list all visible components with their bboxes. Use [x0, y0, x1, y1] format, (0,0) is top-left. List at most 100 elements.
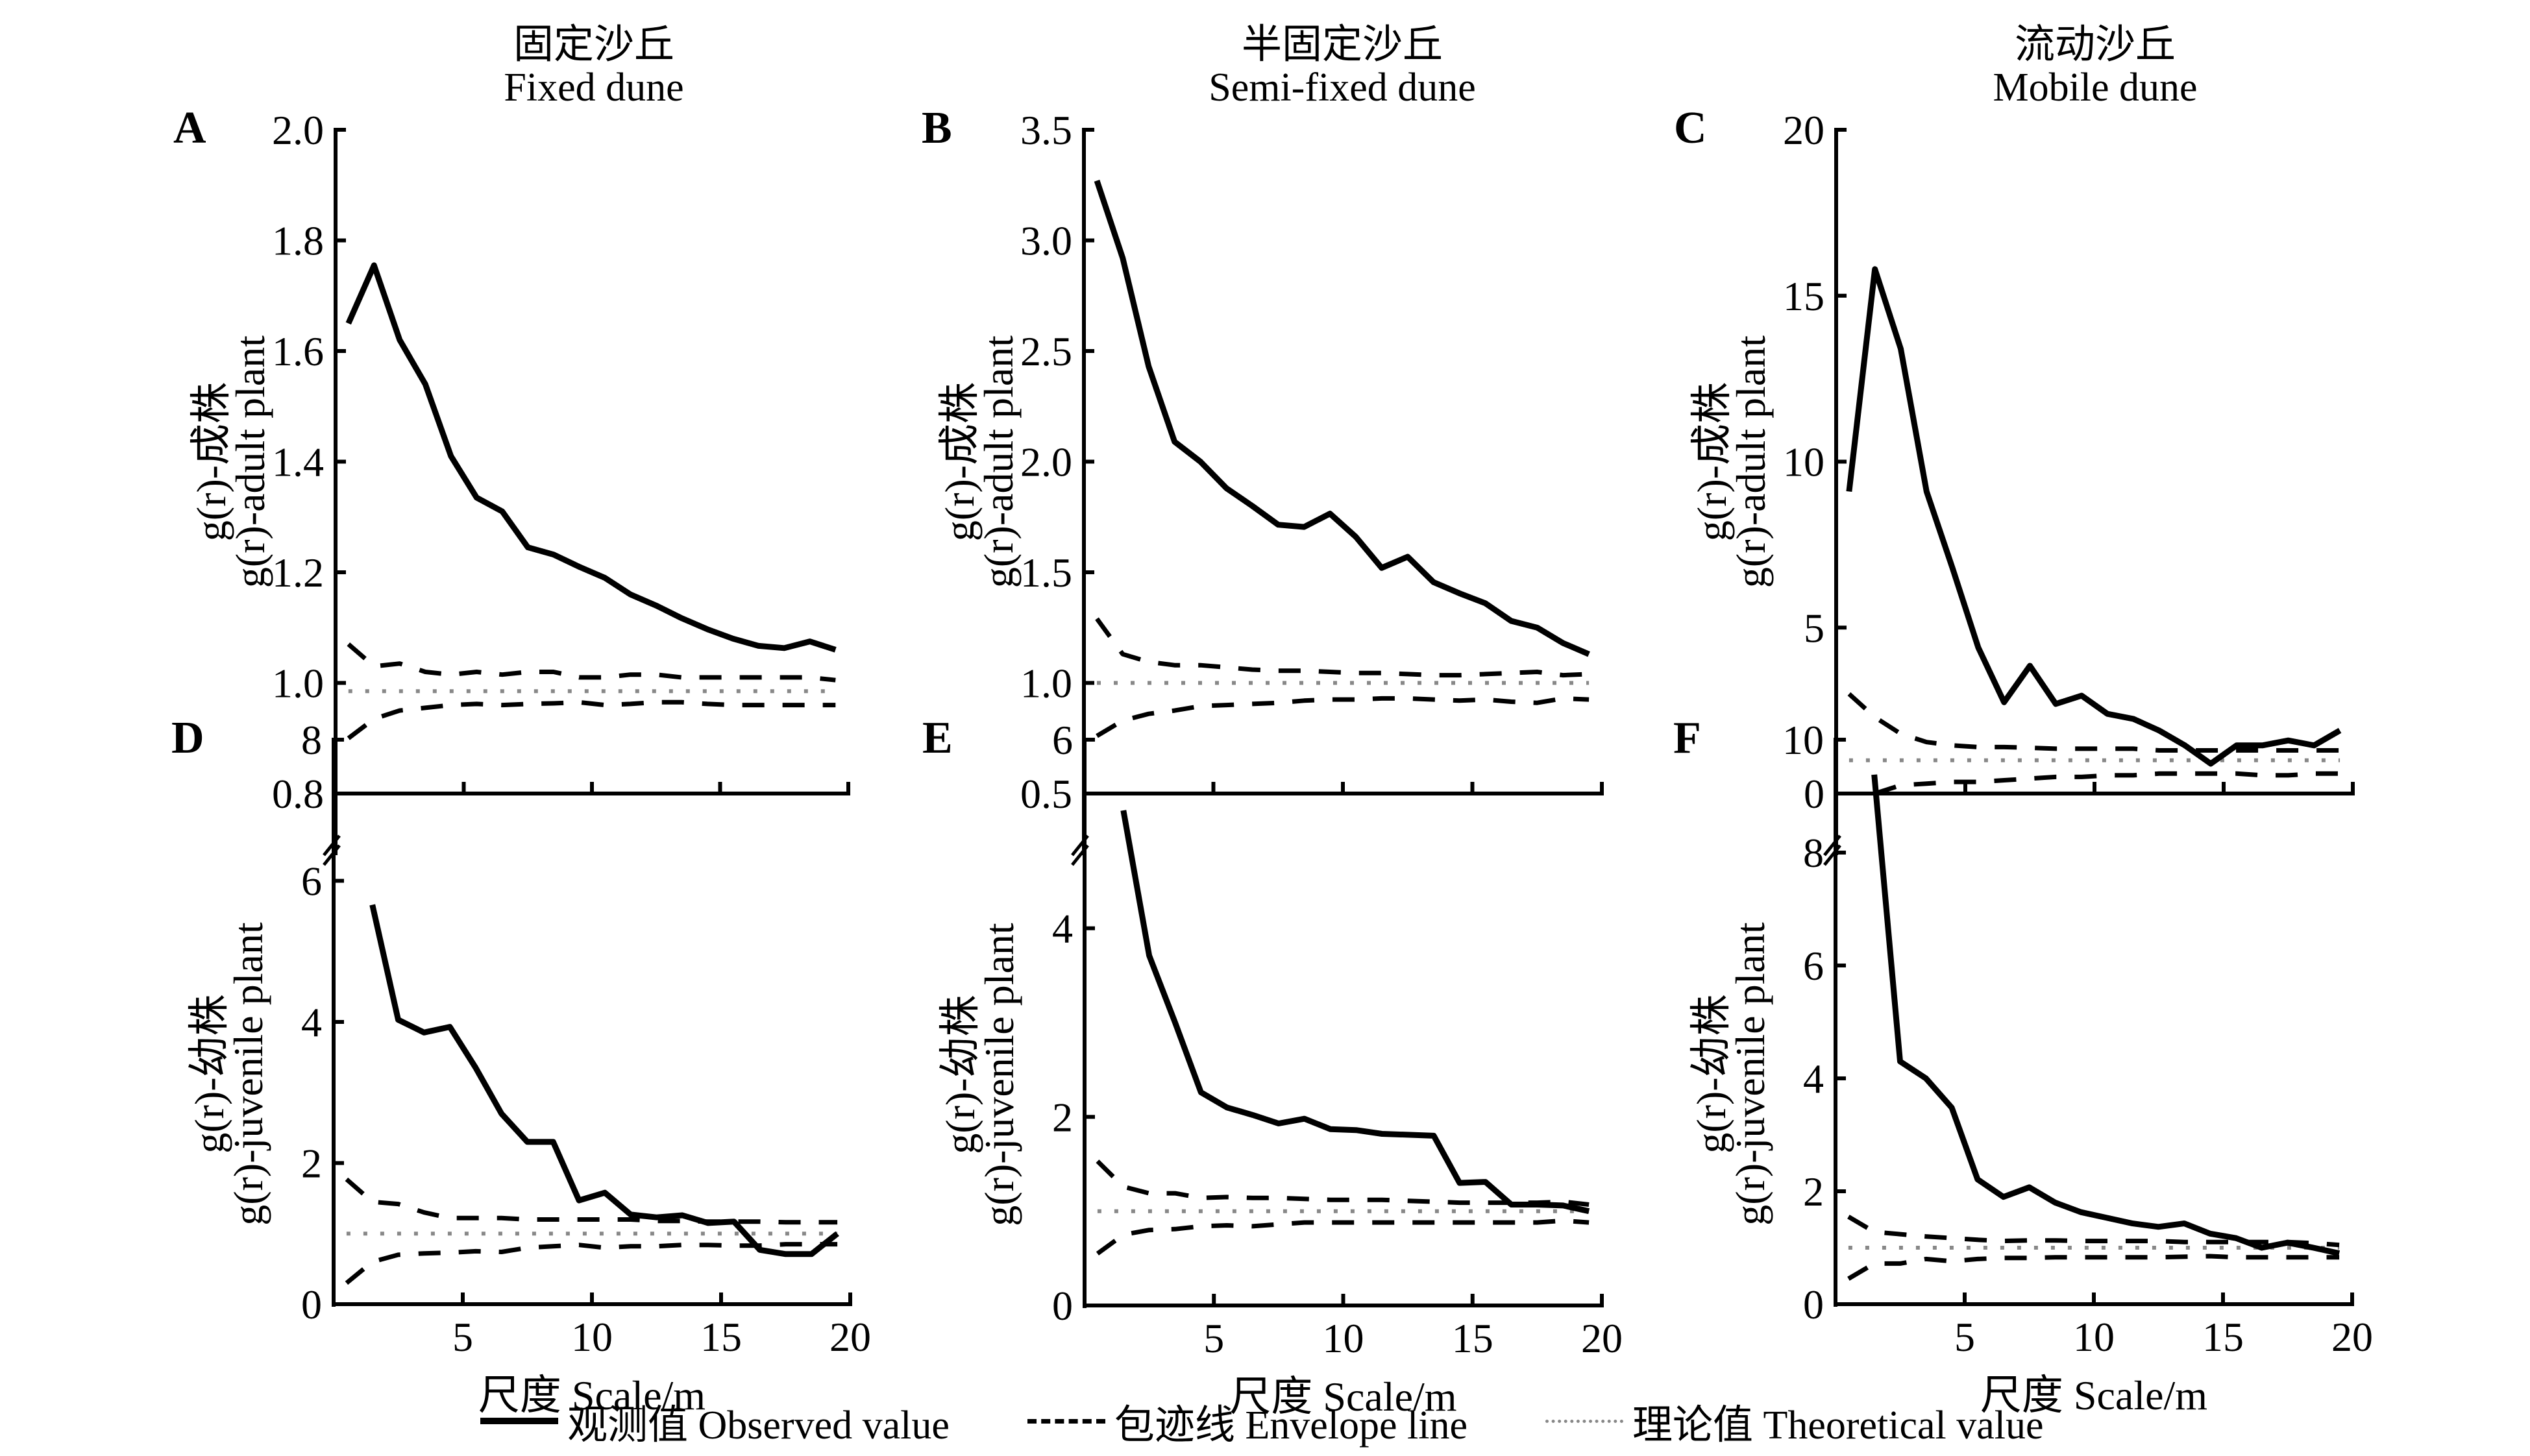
panel-letter: D	[171, 713, 204, 763]
solid-line-swatch-icon	[480, 1418, 558, 1424]
y-tick-label: 4	[1803, 1056, 1824, 1102]
y-tick-label: 0.5	[1020, 771, 1072, 817]
x-tick-label: 5	[1954, 1314, 1975, 1360]
observed-line	[1120, 810, 1590, 1215]
y-tick-label: 6	[1803, 943, 1824, 989]
x-axis-label: 尺度 Scale/m	[478, 1372, 706, 1418]
y-axis-label-zh: g(r)-幼株	[186, 994, 232, 1153]
y-axis-label-zh: g(r)-成株	[1689, 382, 1735, 541]
column-title-en: Fixed dune	[504, 66, 684, 110]
y-tick-label: 0.8	[272, 771, 324, 817]
x-tick-label: 15	[1452, 1315, 1493, 1361]
y-axis-label-en: g(r)-juvenile plant	[225, 922, 271, 1226]
y-tick-label: 2.5	[1020, 328, 1072, 374]
y-axis-label-en: g(r)-adult plant	[1728, 335, 1774, 588]
y-axis-label-zh: g(r)-成株	[937, 382, 983, 541]
y-tick-label: 10	[1783, 439, 1824, 485]
y-tick-label: 5	[1804, 605, 1824, 651]
y-tick-label: 6	[1052, 717, 1073, 763]
legend-item-theoretical: 理论值 Theoretical value	[1545, 1392, 2044, 1450]
legend-label: 包迹线 Envelope line	[1114, 1403, 1468, 1448]
observed-line	[1846, 266, 2342, 767]
envelope-lower-line	[1096, 696, 1590, 738]
panel-letter: C	[1674, 103, 1707, 153]
observed-line	[1871, 774, 2340, 1257]
observed-line	[1094, 179, 1590, 657]
y-tick-label: 0	[301, 1281, 322, 1328]
y-tick-label: 8	[1803, 830, 1824, 876]
observed-line	[369, 904, 839, 1257]
x-axis-label: 尺度 Scale/m	[1980, 1372, 2207, 1418]
y-tick-label: 10	[1782, 717, 1824, 763]
y-tick-label: 1.2	[272, 550, 324, 596]
x-tick-label: 20	[829, 1314, 871, 1360]
y-tick-label: 2	[301, 1141, 322, 1187]
x-axis-label: 尺度 Scale/m	[1229, 1374, 1456, 1420]
legend-label: 观测值 Observed value	[567, 1403, 950, 1448]
x-tick-label: 15	[2202, 1314, 2244, 1360]
y-tick-label: 4	[1052, 906, 1073, 952]
y-axis-label-zh: g(r)-成株	[188, 382, 234, 541]
dashed-line-swatch-icon	[1027, 1418, 1105, 1424]
x-tick-label: 10	[1323, 1315, 1364, 1361]
column-title-fixed: 固定沙丘 Fixed dune	[334, 23, 854, 109]
envelope-upper-line	[1095, 617, 1590, 678]
legend: 观测值 Observed value 包迹线 Envelope line 理论值…	[480, 1392, 2122, 1450]
y-tick-label: 0	[1052, 1283, 1073, 1329]
envelope-upper-line	[1847, 692, 2340, 753]
x-tick-label: 15	[700, 1314, 742, 1360]
panel-letter: A	[173, 103, 206, 153]
legend-item-envelope: 包迹线 Envelope line	[1027, 1392, 1468, 1450]
y-axis-label-en: g(r)-adult plant	[227, 335, 273, 588]
y-tick-label: 2.0	[1020, 439, 1072, 485]
x-tick-label: 10	[2073, 1314, 2115, 1360]
y-tick-label: 20	[1783, 107, 1824, 153]
y-axis-label-zh: g(r)-幼株	[937, 995, 983, 1154]
y-tick-label: 0	[1804, 771, 1824, 817]
y-tick-label: 1.0	[272, 661, 324, 707]
y-tick-label: 1.8	[272, 218, 324, 264]
envelope-lower-line	[347, 699, 836, 740]
x-tick-label: 5	[1203, 1315, 1224, 1361]
y-tick-label: 0	[1803, 1281, 1824, 1328]
panel-letter: B	[922, 103, 952, 153]
y-tick-label: 1.5	[1020, 550, 1072, 596]
y-tick-label: 2	[1052, 1094, 1073, 1140]
x-tick-label: 5	[452, 1314, 473, 1360]
y-axis-label-en: g(r)-juvenile plant	[1727, 922, 1773, 1226]
y-tick-label: 8	[301, 717, 322, 763]
y-tick-label: 6	[301, 858, 322, 904]
y-tick-label: 1.0	[1020, 661, 1072, 707]
x-tick-label: 10	[571, 1314, 613, 1360]
y-tick-label: 4	[301, 999, 322, 1045]
column-title-zh: 流动沙丘	[2014, 23, 2176, 67]
y-tick-label: 15	[1783, 273, 1824, 319]
y-tick-label: 1.6	[272, 328, 324, 374]
envelope-lower-line	[1874, 771, 2340, 796]
column-title-zh: 半固定沙丘	[1241, 23, 1443, 67]
legend-item-observed: 观测值 Observed value	[480, 1392, 950, 1450]
y-tick-label: 3.0	[1020, 218, 1072, 264]
y-tick-label: 2.0	[272, 107, 324, 153]
y-axis-label-en: g(r)-juvenile plant	[976, 923, 1022, 1226]
envelope-upper-line	[1847, 1215, 2340, 1248]
panel-letter: E	[922, 713, 953, 763]
envelope-upper-line	[347, 642, 836, 683]
x-tick-label: 20	[1581, 1315, 1623, 1361]
envelope-lower-line	[1096, 1218, 1590, 1256]
column-title-zh: 固定沙丘	[513, 23, 674, 67]
y-axis-label-en: g(r)-adult plant	[976, 335, 1022, 588]
y-tick-label: 3.5	[1020, 107, 1072, 153]
envelope-lower-line	[1847, 1254, 2340, 1281]
column-title-en: Mobile dune	[1993, 66, 2198, 110]
column-title-en: Semi-fixed dune	[1209, 66, 1476, 110]
envelope-upper-line	[1096, 1159, 1590, 1207]
column-title-semi-fixed: 半固定沙丘 Semi-fixed dune	[1083, 23, 1602, 109]
y-axis-label-zh: g(r)-幼株	[1688, 994, 1734, 1153]
panel-letter: F	[1673, 713, 1701, 763]
legend-label: 理论值 Theoretical value	[1632, 1403, 2044, 1448]
observed-line	[345, 262, 837, 653]
x-tick-label: 20	[2331, 1314, 2373, 1360]
y-tick-label: 2	[1803, 1169, 1824, 1215]
